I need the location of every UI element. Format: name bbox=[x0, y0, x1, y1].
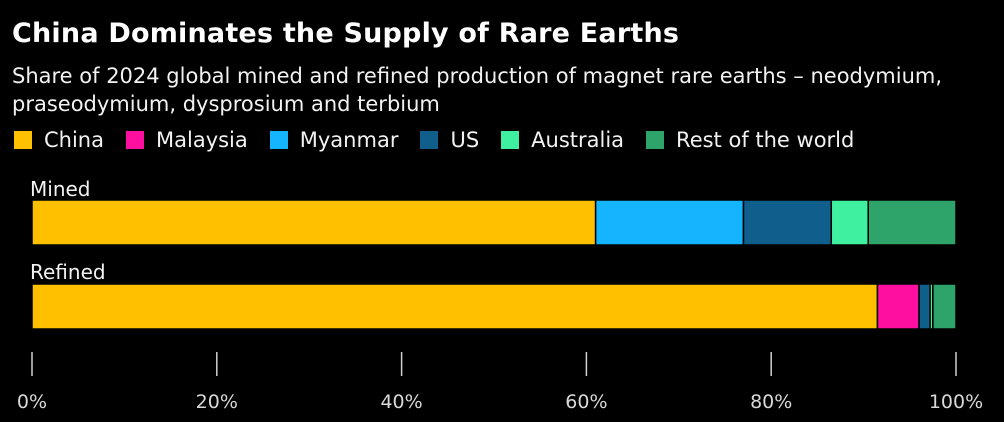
bar-refined-us bbox=[918, 283, 931, 330]
bar-mined-china bbox=[31, 199, 597, 246]
legend-label-malaysia: Malaysia bbox=[156, 128, 248, 152]
chart-subtitle: Share of 2024 global mined and refined p… bbox=[12, 64, 943, 116]
legend-swatch-malaysia bbox=[126, 131, 144, 149]
x-tick-label-80: 80% bbox=[750, 391, 792, 413]
bar-refined-china bbox=[31, 283, 879, 330]
bar-refined-malaysia bbox=[876, 283, 920, 330]
legend-label-rest-of-world: Rest of the world bbox=[676, 128, 855, 152]
bar-mined-myanmar bbox=[594, 199, 745, 246]
category-label-refined: Refined bbox=[30, 260, 106, 284]
bar-mined-rest-of-the-world bbox=[867, 199, 957, 246]
legend-item-malaysia: Malaysia bbox=[126, 128, 248, 152]
x-tick-label-20: 20% bbox=[196, 391, 238, 413]
legend-swatch-china bbox=[14, 131, 32, 149]
bar-mined-australia bbox=[830, 199, 869, 246]
bar-mined-us bbox=[742, 199, 833, 246]
legend-label-australia: Australia bbox=[531, 128, 625, 152]
legend-label-china: China bbox=[44, 128, 104, 152]
category-label-mined: Mined bbox=[30, 177, 91, 201]
legend-swatch-us bbox=[420, 131, 439, 149]
bar-refined-rest-of-the-world bbox=[932, 283, 957, 330]
legend-item-rest-of-world: Rest of the world bbox=[646, 128, 854, 152]
chart-title: China Dominates the Supply of Rare Earth… bbox=[12, 18, 680, 49]
legend-swatch-australia bbox=[501, 131, 520, 149]
legend-label-myanmar: Myanmar bbox=[299, 128, 399, 152]
legend-item-australia: Australia bbox=[501, 128, 624, 152]
x-tick-label-60: 60% bbox=[565, 391, 607, 413]
legend-item-myanmar: Myanmar bbox=[269, 128, 399, 152]
legend-swatch-rest-of-world bbox=[646, 131, 665, 149]
legend-label-us: US bbox=[450, 128, 480, 152]
legend-swatch-myanmar bbox=[269, 131, 288, 149]
legend: China Malaysia Myanmar US Australia Rest… bbox=[14, 128, 876, 152]
x-tick-label-100: 100% bbox=[929, 391, 983, 413]
x-tick-label-40: 40% bbox=[380, 391, 422, 413]
legend-item-china: China bbox=[14, 128, 104, 152]
x-tick-label-0: 0% bbox=[17, 391, 47, 413]
legend-item-us: US bbox=[420, 128, 479, 152]
